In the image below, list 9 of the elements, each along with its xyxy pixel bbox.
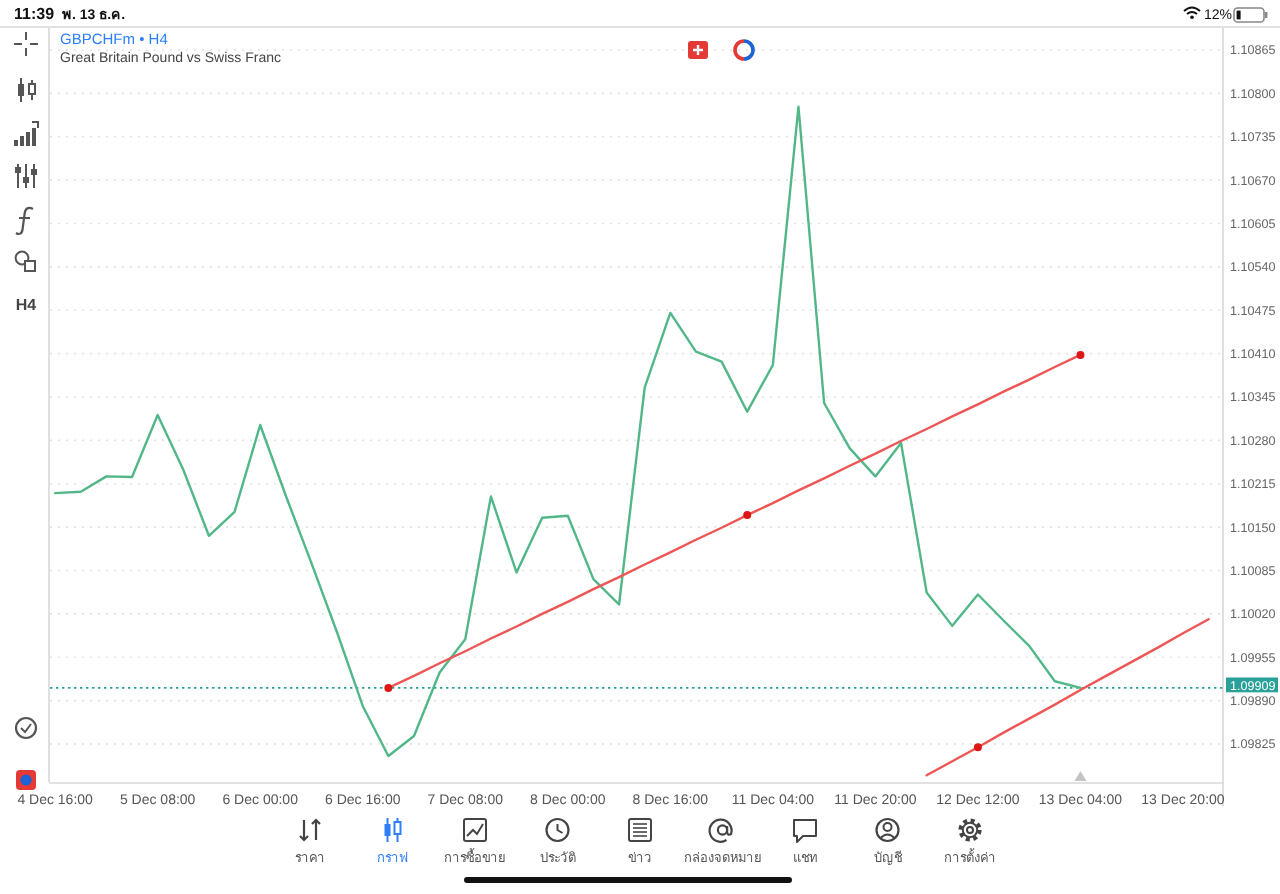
line-series	[53, 105, 1082, 758]
point	[384, 683, 393, 692]
point	[1076, 350, 1085, 359]
text: H4	[15, 296, 38, 314]
point	[973, 743, 982, 752]
point	[743, 511, 752, 520]
line-series	[925, 617, 1210, 777]
line-series	[387, 353, 1082, 690]
text: 11:39	[14, 5, 56, 23]
